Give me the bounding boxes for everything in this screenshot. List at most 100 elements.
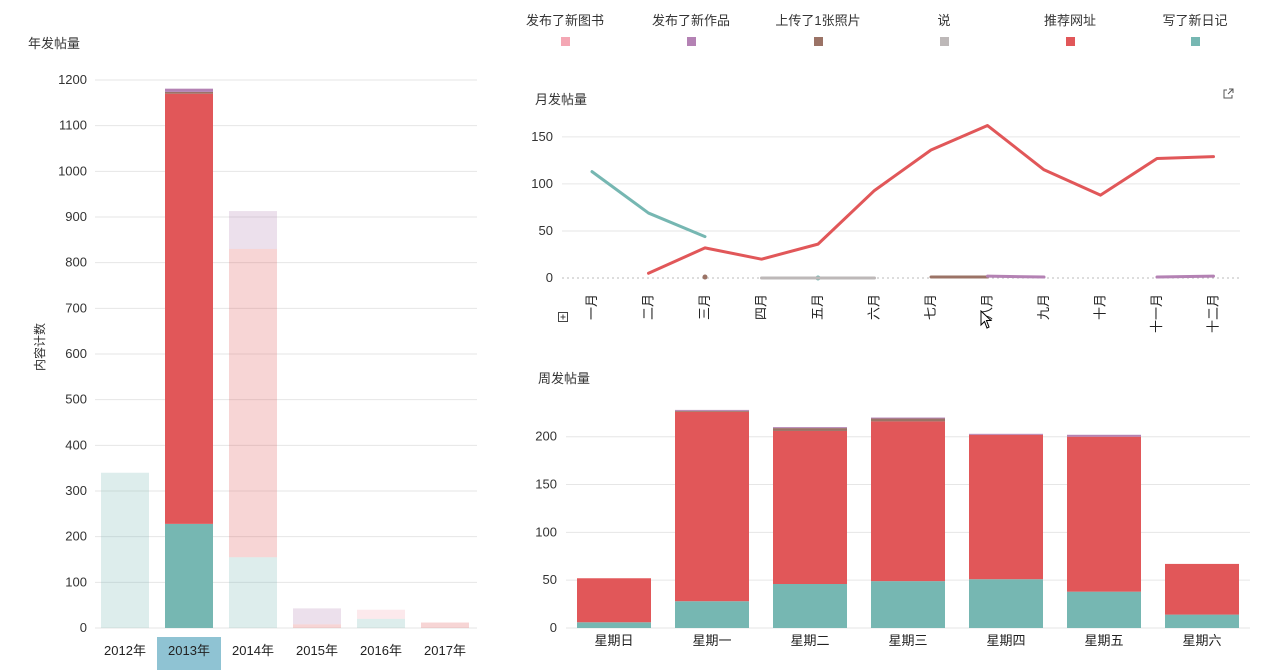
x-tick-label: 九月 [1036, 294, 1051, 320]
legend-item-say[interactable]: 说 [889, 10, 999, 46]
x-tick-label: 2016年 [360, 643, 402, 658]
bar-segment [577, 578, 651, 623]
x-tick-label: 六月 [867, 294, 882, 320]
y-tick-label: 100 [535, 524, 557, 539]
bar-segment [165, 93, 213, 524]
bar-segment [773, 428, 847, 431]
bar-segment [1067, 434, 1141, 437]
bar-segment [165, 88, 213, 92]
bar-segment [357, 609, 405, 619]
bar-segment [101, 472, 149, 628]
legend-item-photo[interactable]: 上传了1张照片 [763, 10, 873, 46]
bar-segment [773, 427, 847, 429]
selected-category-highlight [157, 637, 221, 670]
y-tick-label: 400 [65, 437, 87, 452]
bar-segment [773, 430, 847, 584]
x-tick-label: 七月 [923, 294, 938, 320]
y-tick-label: 800 [65, 255, 87, 270]
legend-swatch [686, 37, 696, 46]
x-tick-label: 星期四 [986, 633, 1025, 648]
y-tick-label: 100 [531, 176, 553, 191]
legend-label: 写了新日记 [1162, 13, 1228, 28]
x-tick-label: 四月 [754, 294, 769, 320]
x-tick-label: 2012年 [104, 643, 146, 658]
bar-segment [1067, 591, 1141, 628]
yearly-chart-title: 年发帖量 [28, 36, 81, 51]
bar-segment [293, 608, 341, 625]
x-tick-label: 2015年 [296, 643, 338, 658]
y-tick-label: 50 [539, 223, 553, 238]
y-tick-label: 700 [65, 300, 87, 315]
bar-segment [577, 622, 651, 628]
bar-segment [675, 409, 749, 411]
y-tick-label: 200 [65, 529, 87, 544]
legend-label: 发布了新作品 [651, 13, 730, 28]
x-tick-label: 三月 [697, 294, 712, 320]
legend-item-new-book[interactable]: 发布了新图书 [510, 10, 620, 46]
bar-segment [871, 421, 945, 582]
weekly-chart[interactable]: 0 50 100 150 200 星期日 星期一 星期二 星期三 星期四 星期五 星期六 [500, 370, 1286, 670]
x-tick-label: 一月 [584, 294, 599, 320]
legend-swatch [560, 37, 570, 46]
weekly-chart-title: 周发帖量 [538, 371, 591, 386]
legend-swatch [1065, 37, 1075, 46]
x-tick-label: 星期六 [1182, 633, 1221, 648]
legend-label: 推荐网址 [1043, 13, 1096, 28]
x-tick-label: 2013年 [168, 643, 210, 658]
bar-segment [675, 411, 749, 602]
bar-segment [871, 418, 945, 422]
bar-segment [675, 601, 749, 628]
y-tick-label: 1200 [58, 72, 87, 87]
y-tick-label: 0 [550, 620, 557, 635]
x-tick-label: 2014年 [232, 643, 274, 658]
x-tick-label: 十一月 [1149, 294, 1164, 333]
x-tick-label: 星期一 [692, 633, 731, 648]
series-line [647, 124, 1215, 275]
legend-item-new-work[interactable]: 发布了新作品 [636, 10, 746, 46]
y-tick-label: 600 [65, 346, 87, 361]
bar-segment [229, 557, 277, 628]
chart-legend: 发布了新图书 发布了新作品 上传了1张照片 说 推荐网址 写了新日记 [500, 10, 1260, 60]
bar-segment [675, 410, 749, 412]
legend-swatch [813, 37, 823, 46]
bar-segment [871, 417, 945, 419]
legend-item-diary[interactable]: 写了新日记 [1140, 10, 1250, 46]
bar-segment [293, 624, 341, 628]
x-tick-label: 五月 [810, 294, 825, 320]
bar-segment [357, 618, 405, 628]
external-link-icon[interactable] [1222, 88, 1234, 100]
x-tick-label: 十二月 [1206, 294, 1221, 333]
bar-segment [969, 433, 1043, 435]
x-tick-label: 十月 [1093, 294, 1108, 320]
legend-item-url[interactable]: 推荐网址 [1015, 10, 1125, 46]
y-tick-label: 500 [65, 392, 87, 407]
bar-segment [1165, 614, 1239, 628]
bar-segment [1067, 436, 1141, 592]
bar-segment [421, 622, 469, 628]
bar-segment [871, 581, 945, 628]
y-tick-label: 150 [535, 477, 557, 492]
x-tick-label: 星期二 [790, 633, 829, 648]
y-tick-label: 900 [65, 209, 87, 224]
series-line [590, 170, 707, 239]
bar-segment [229, 248, 277, 558]
legend-label: 说 [937, 13, 951, 28]
series-line [1155, 274, 1215, 279]
bar-segment [773, 584, 847, 628]
bar-segment [165, 523, 213, 628]
y-tick-label: 0 [80, 620, 87, 635]
line-point [702, 274, 708, 280]
y-tick-label: 1100 [59, 118, 87, 133]
yearly-chart[interactable]: 0 100 200 300 400 500 600 700 800 900 1000 1100 1200… [0, 0, 490, 670]
y-tick-label: 50 [543, 572, 557, 587]
bar-segment [969, 579, 1043, 628]
legend-label: 上传了1张照片 [775, 13, 861, 28]
plus-box-icon[interactable] [558, 312, 568, 322]
monthly-chart-title: 月发帖量 [535, 92, 588, 107]
y-tick-label: 150 [531, 129, 553, 144]
bar-segment [165, 91, 213, 94]
legend-swatch [939, 37, 949, 46]
x-tick-label: 星期三 [888, 633, 927, 648]
y-tick-label: 300 [65, 483, 87, 498]
